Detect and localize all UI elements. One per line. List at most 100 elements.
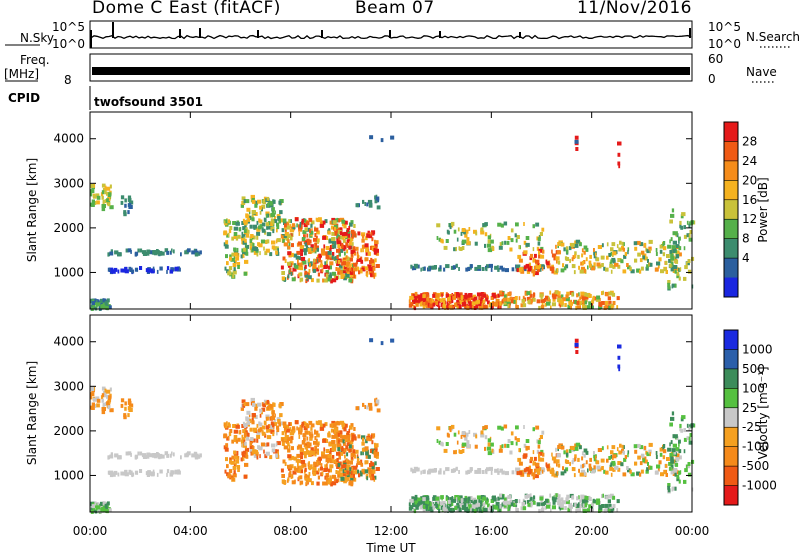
range-gate-cell (310, 464, 313, 469)
range-gate-cell (331, 255, 334, 260)
range-gate-cell (332, 444, 337, 449)
range-gate-cell (686, 423, 689, 428)
range-gate-cell (90, 189, 95, 194)
range-gate-cell (587, 508, 590, 513)
range-gate-cell (319, 466, 323, 471)
range-gate-cell (301, 237, 306, 241)
range-gate-cell (596, 295, 601, 300)
range-gate-cell (593, 262, 596, 267)
range-gate-cell (306, 233, 309, 238)
range-gate-cell (670, 213, 675, 218)
range-gate-cell (686, 220, 689, 225)
range-gate-cell (504, 471, 509, 476)
range-gate-cell (272, 229, 275, 234)
range-gate-cell (669, 466, 672, 471)
range-gate-cell (627, 265, 631, 270)
range-gate-cell (430, 501, 433, 506)
range-gate-cell (531, 500, 536, 505)
range-gate-cell (324, 278, 328, 283)
range-gate-cell (535, 425, 540, 430)
range-gate-cell (156, 452, 159, 456)
range-gate-cell (124, 269, 129, 274)
range-gate-cell (242, 453, 246, 458)
range-gate-cell (531, 297, 536, 302)
time-axis-label: Time UT (365, 541, 416, 554)
range-gate-cell (249, 449, 252, 454)
range-gate-cell (565, 294, 569, 299)
range-gate-cell (315, 267, 320, 272)
range-gate-cell (299, 277, 304, 282)
range-gate-cell (139, 451, 143, 456)
range-gate-cell (110, 452, 113, 457)
range-gate-cell (605, 292, 609, 297)
range-gate-cell (345, 476, 350, 481)
range-gate-cell (252, 199, 256, 204)
range-gate-cell (458, 296, 461, 301)
range-gate-cell (582, 463, 585, 468)
range-gate-cell (633, 241, 638, 246)
range-gate-cell (603, 469, 606, 474)
range-gate-cell (445, 442, 449, 446)
range-gate-cell (308, 250, 312, 254)
range-gate-cell (267, 406, 270, 410)
range-gate-cell (333, 224, 338, 229)
range-gate-cell (474, 241, 478, 246)
range-gate-cell (670, 470, 674, 475)
range-gate-cell (338, 467, 343, 472)
range-gate-cell (351, 252, 354, 257)
range-gate-cell (233, 252, 238, 257)
range-gate-cell (515, 425, 519, 430)
range-gate-cell (342, 245, 347, 250)
range-gate-cell (614, 465, 619, 470)
range-gate-cell (244, 238, 247, 243)
range-gate-cell (580, 291, 585, 296)
range-gate-cell (117, 472, 120, 477)
range-gate-cell (576, 508, 581, 513)
range-gate-cell (299, 262, 303, 267)
range-gate-cell (304, 264, 307, 269)
range-gate-cell (679, 220, 682, 225)
range-gate-cell (458, 470, 460, 474)
range-gate-cell (545, 498, 549, 503)
colorbar-swatch (724, 330, 738, 350)
range-gate-cell (612, 504, 616, 508)
range-gate-cell (257, 402, 262, 407)
range-gate-cell (285, 221, 290, 226)
range-gate-cell (297, 444, 303, 449)
range-gate-cell (480, 227, 484, 232)
range-gate-cell (672, 434, 675, 439)
range-gate-cell (329, 423, 333, 428)
range-gate-cell (106, 191, 110, 196)
range-gate-cell (173, 452, 175, 457)
range-gate-cell (365, 251, 368, 256)
range-gate-cell (688, 436, 691, 441)
range-gate-cell (102, 391, 107, 395)
range-gate-cell (350, 476, 354, 481)
range-gate-cell (420, 499, 425, 504)
range-gate-cell (467, 296, 470, 301)
range-gate-cell (412, 266, 417, 271)
colorbar-swatch (724, 368, 738, 389)
range-gate-cell (534, 265, 537, 270)
range-gate-cell (297, 265, 301, 270)
range-gate-cell (667, 488, 671, 493)
range-gate-cell (556, 453, 561, 458)
range-gate-cell (279, 413, 283, 418)
range-gate-cell (238, 430, 241, 435)
range-gate-cell (411, 505, 414, 509)
range-gate-cell (475, 231, 478, 236)
range-gate-cell (264, 421, 267, 426)
range-gate-cell (606, 255, 609, 260)
range-gate-cell (160, 251, 165, 256)
range-gate-cell (270, 429, 275, 434)
range-gate-cell (266, 416, 270, 421)
range-gate-cell (325, 273, 329, 278)
range-gate-cell (611, 460, 616, 465)
range-gate-cell (410, 467, 413, 472)
range-gate-cell (683, 428, 686, 433)
range-gate-cell (235, 424, 240, 429)
range-gate-cell (345, 255, 348, 260)
range-gate-cell (288, 269, 291, 274)
range-gate-cell (557, 295, 562, 300)
range-gate-cell (497, 267, 500, 272)
